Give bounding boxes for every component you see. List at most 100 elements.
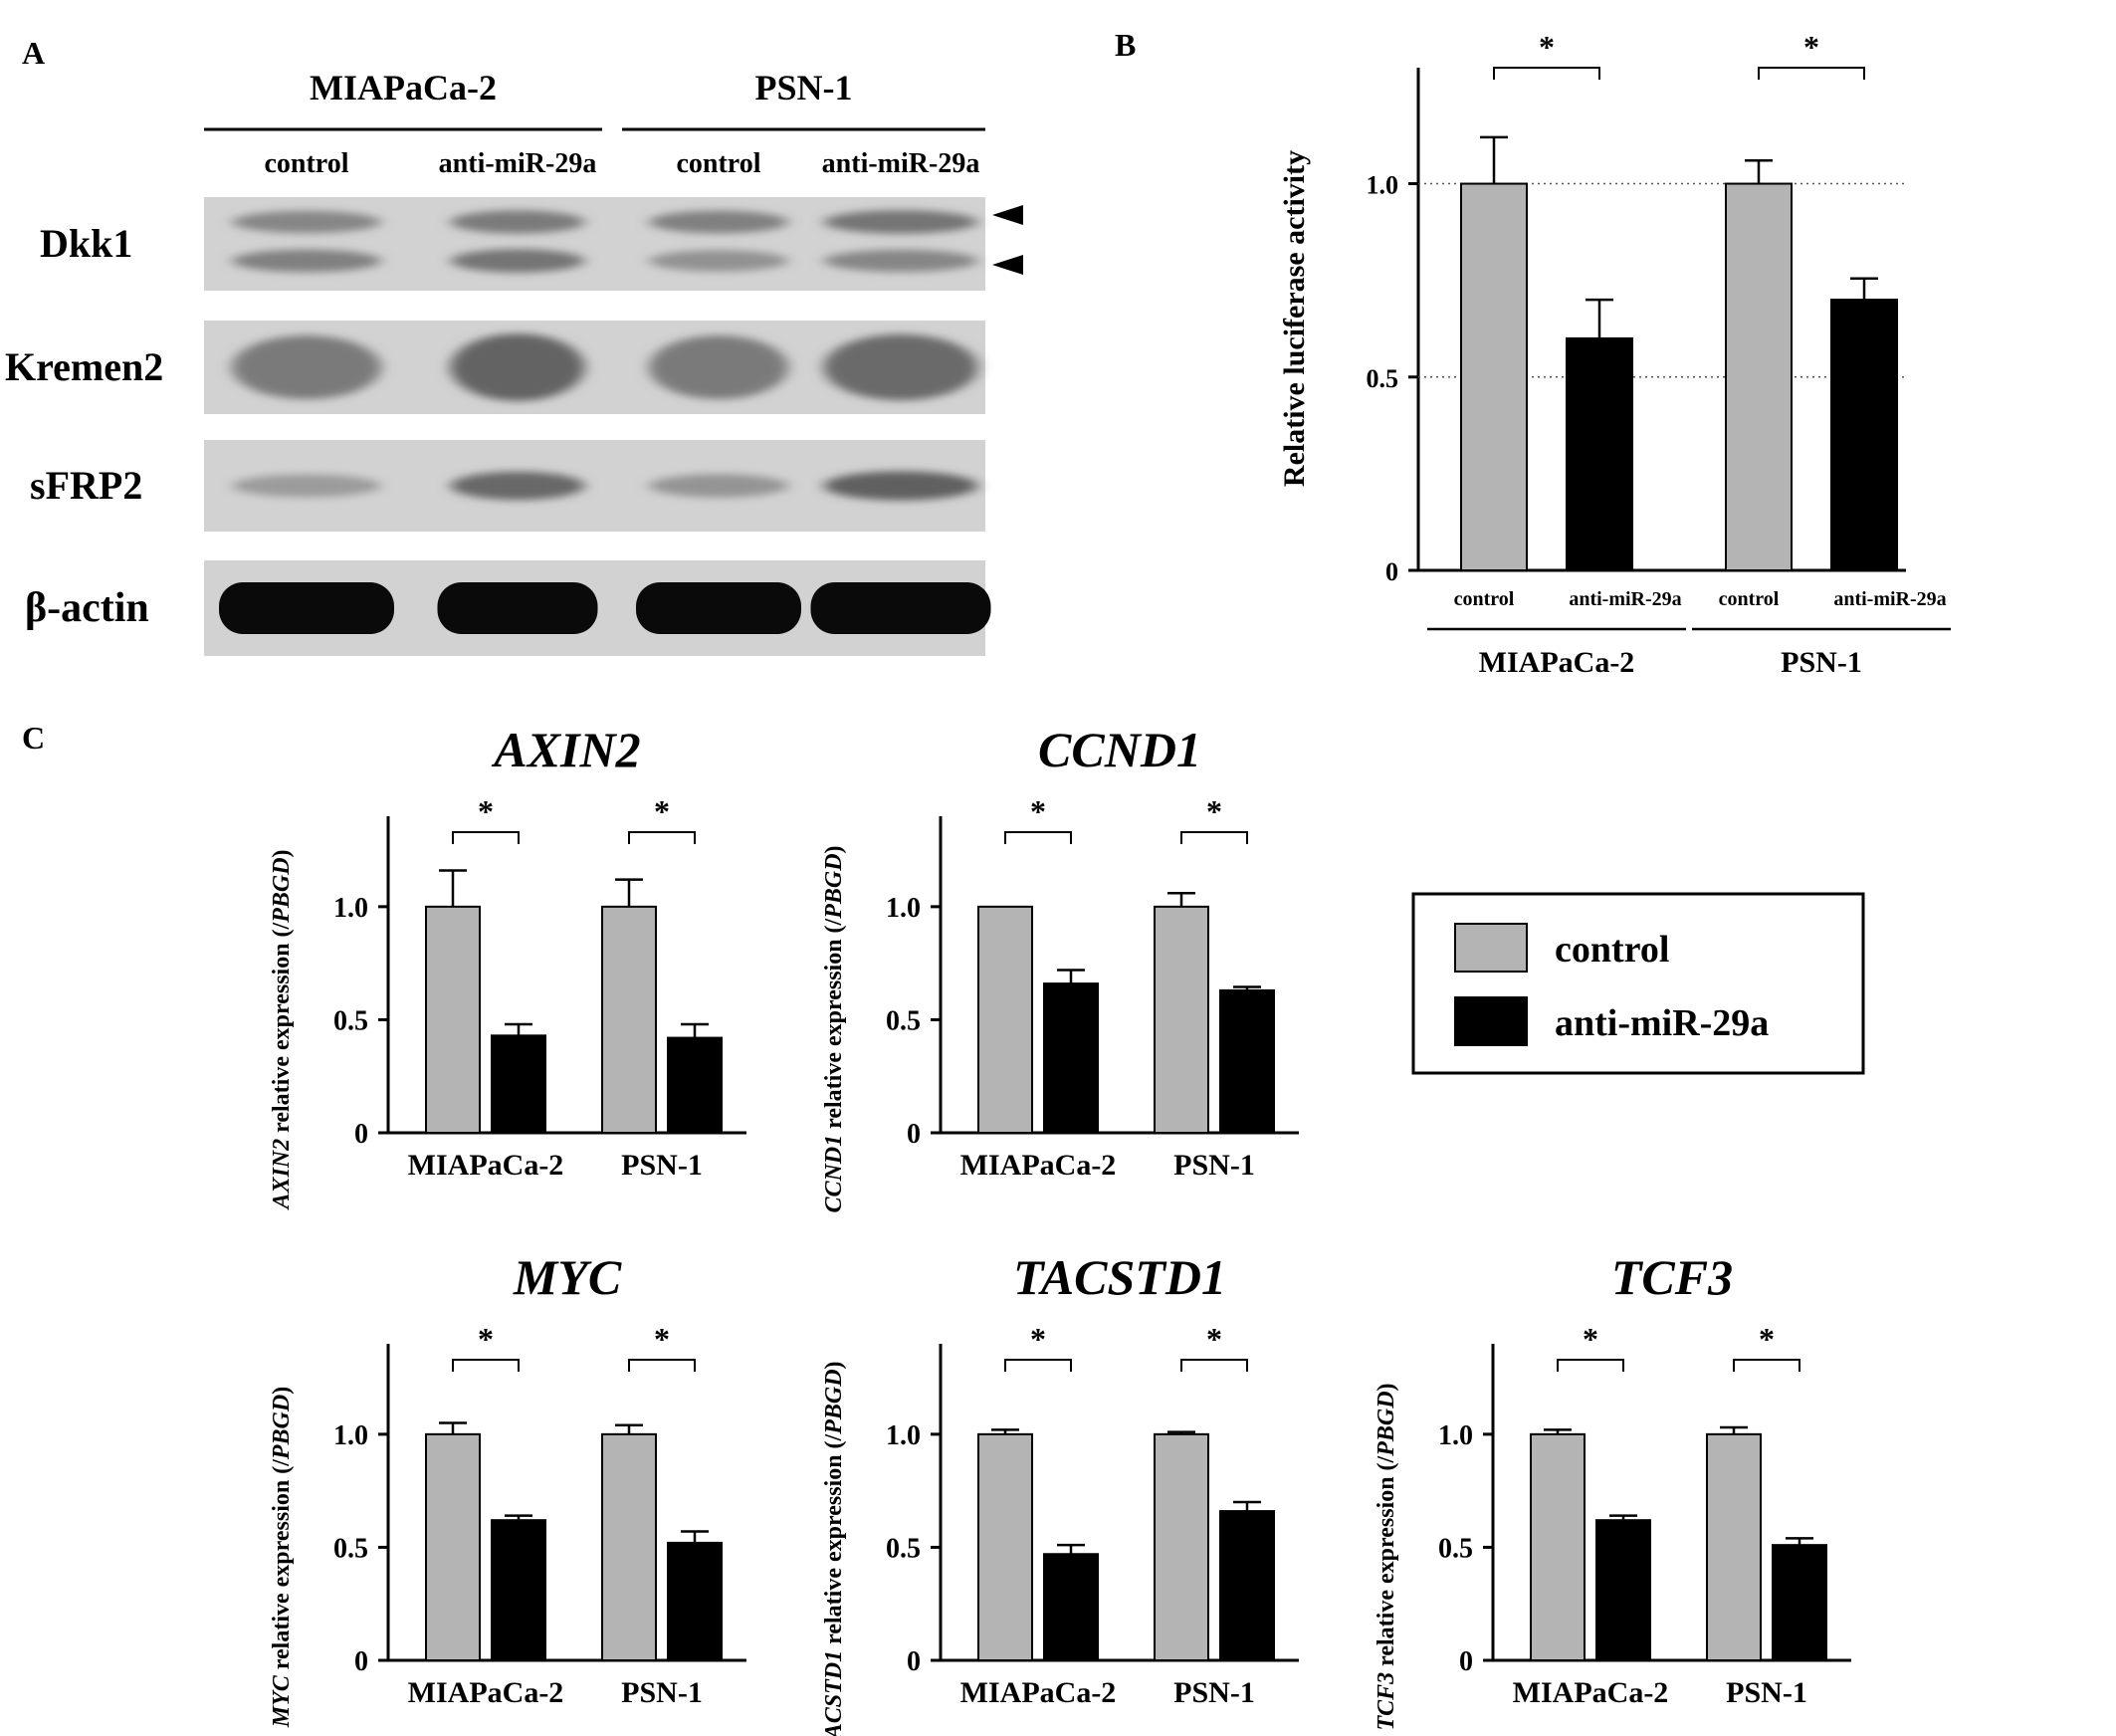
significance-bracket: [1493, 67, 1600, 80]
bar-control-psn-1: [1154, 905, 1209, 1134]
significance-bracket: [1004, 1359, 1072, 1372]
bar-anti-mir-29a-miapaca-2: [491, 1519, 546, 1661]
tcf3-chart: 0 0.5 1.0 * * TCF3 TCF3 relative expression (/…: [1374, 1249, 1851, 1731]
bar-anti-mir-29a-psn-1: [1772, 1544, 1827, 1661]
blot-band: [823, 210, 978, 234]
blot-band: [450, 210, 585, 234]
significance-star: *: [1803, 29, 1819, 65]
arrowhead-marker: [992, 205, 1023, 225]
blot-band: [219, 582, 394, 634]
y-tick-label: 0: [1459, 1646, 1473, 1677]
category-label-psn-1: PSN-1: [1726, 1676, 1807, 1709]
chart-title-ccnd1: CCND1: [1038, 722, 1201, 777]
y-tick-label: 0.5: [1438, 1533, 1473, 1564]
category-label-miapaca-2: MIAPaCa-2: [408, 1676, 564, 1709]
y-axis-label: TCF3 relative expression (/PBGD): [1374, 1383, 1399, 1730]
blot-row-label-kremen2: Kremen2: [5, 344, 163, 389]
significance-bracket: [1758, 67, 1865, 80]
tacstd1-chart: 0 0.5 1.0 * * TACSTD1 TACSTD1 relative express…: [821, 1249, 1299, 1736]
y-tick-label: 0.5: [333, 1005, 368, 1036]
blot-lane-label-anti-mir-29a: anti-miR-29a: [822, 148, 980, 179]
bar-control-miapaca-2: [977, 905, 1033, 1134]
blot-cell-line-psn-1: PSN-1: [755, 68, 853, 108]
blot-band: [823, 471, 978, 501]
blot-band: [232, 210, 381, 234]
luciferase-chart: 0 0.5 1.0 * * Relative luciferase activity con…: [1278, 29, 1951, 679]
significance-star: *: [1030, 1321, 1046, 1357]
y-axis-label: Relative luciferase activity: [1278, 150, 1311, 487]
bar-control-miapaca-2: [977, 1432, 1033, 1662]
significance-star: *: [478, 793, 494, 829]
y-tick-label: 0: [1385, 557, 1398, 586]
chart-title-axin2: AXIN2: [491, 722, 640, 777]
arrowhead-marker: [992, 255, 1023, 275]
y-axis-label: CCND1 relative expression (/PBGD): [821, 845, 847, 1212]
y-tick-label: 0: [907, 1646, 921, 1677]
significance-star: *: [654, 793, 670, 829]
category-label-miapaca-2: MIAPaCa-2: [408, 1149, 564, 1182]
chart-title-tacstd1: TACSTD1: [1013, 1249, 1226, 1305]
y-tick-label: 0.5: [333, 1533, 368, 1564]
blot-band: [450, 249, 585, 273]
y-axis-label: TACSTD1 relative expression (/PBGD): [821, 1361, 847, 1736]
significance-bracket: [1180, 831, 1248, 844]
blot-band: [823, 333, 978, 401]
bar-anti-mir-29a-miapaca-2: [491, 1034, 546, 1135]
legend-label-anti-mir-29a: anti-miR-29a: [1555, 1002, 1769, 1044]
bar-anti-mir-29a-psn-1: [667, 1541, 723, 1662]
category-label-miapaca-2: MIAPaCa-2: [960, 1149, 1117, 1182]
category-label-miapaca-2: MIAPaCa-2: [1513, 1676, 1669, 1709]
y-tick-label: 0: [907, 1119, 921, 1150]
blot-band: [823, 249, 978, 273]
blot-band: [450, 333, 585, 401]
significance-star: *: [1030, 793, 1046, 829]
y-tick-label: 0.5: [886, 1533, 921, 1564]
significance-star: *: [654, 1321, 670, 1357]
blot-row-label-sfrp2: sFRP2: [30, 463, 142, 508]
bar-control-miapaca-2: [1530, 1432, 1586, 1662]
y-tick-label: 0.5: [886, 1005, 921, 1036]
blot-lane-label-control: control: [264, 148, 348, 179]
legend-label-control: control: [1555, 929, 1669, 971]
y-tick-label: 1.0: [1438, 1420, 1473, 1451]
bar-anti-mir-29a-psn-1: [1830, 299, 1898, 571]
blot-band: [437, 582, 598, 634]
y-tick-label: 1.0: [886, 893, 921, 924]
bar-control-psn-1: [601, 905, 657, 1134]
significance-bracket: [1180, 1359, 1248, 1372]
group-label-psn-1: PSN-1: [1781, 646, 1862, 679]
y-axis-label: AXIN2 relative expression (/PBGD): [269, 849, 295, 1210]
chart-title-myc: MYC: [513, 1249, 622, 1305]
blot-band: [450, 471, 585, 501]
y-tick-label: 0.5: [1367, 364, 1399, 393]
western-blot: MIAPaCa-2 PSN-1 control anti-miR-29a control…: [5, 68, 1023, 656]
blot-band: [232, 335, 381, 399]
blot-lane-label-anti-mir-29a: anti-miR-29a: [439, 148, 597, 179]
category-label-psn-1: PSN-1: [1173, 1149, 1255, 1182]
y-tick-label: 1.0: [333, 893, 368, 924]
significance-star: *: [1759, 1321, 1775, 1357]
category-label-psn-1: PSN-1: [621, 1676, 703, 1709]
significance-bracket: [452, 831, 520, 844]
group-label-miapaca-2: MIAPaCa-2: [1479, 646, 1635, 679]
legend: control anti-miR-29a: [1411, 892, 1865, 1075]
significance-bracket: [628, 1359, 696, 1372]
blot-band: [810, 582, 991, 634]
y-tick-label: 0: [354, 1646, 368, 1677]
bar-control-miapaca-2: [1460, 182, 1528, 572]
panel-label-a: A: [22, 35, 45, 71]
bar-control-psn-1: [1725, 182, 1793, 572]
bar-control-miapaca-2: [425, 905, 481, 1134]
blot-band: [232, 474, 381, 498]
significance-bracket: [1733, 1359, 1800, 1372]
y-tick-label: 1.0: [886, 1420, 921, 1451]
significance-bracket: [452, 1359, 520, 1372]
bar-label-control: control: [1454, 588, 1515, 610]
legend-swatch-anti-mir-29a: [1454, 996, 1528, 1046]
bar-anti-mir-29a-miapaca-2: [1566, 336, 1633, 571]
bar-anti-mir-29a-miapaca-2: [1595, 1519, 1651, 1661]
significance-bracket: [1557, 1359, 1624, 1372]
bar-anti-mir-29a-psn-1: [1219, 1510, 1275, 1661]
